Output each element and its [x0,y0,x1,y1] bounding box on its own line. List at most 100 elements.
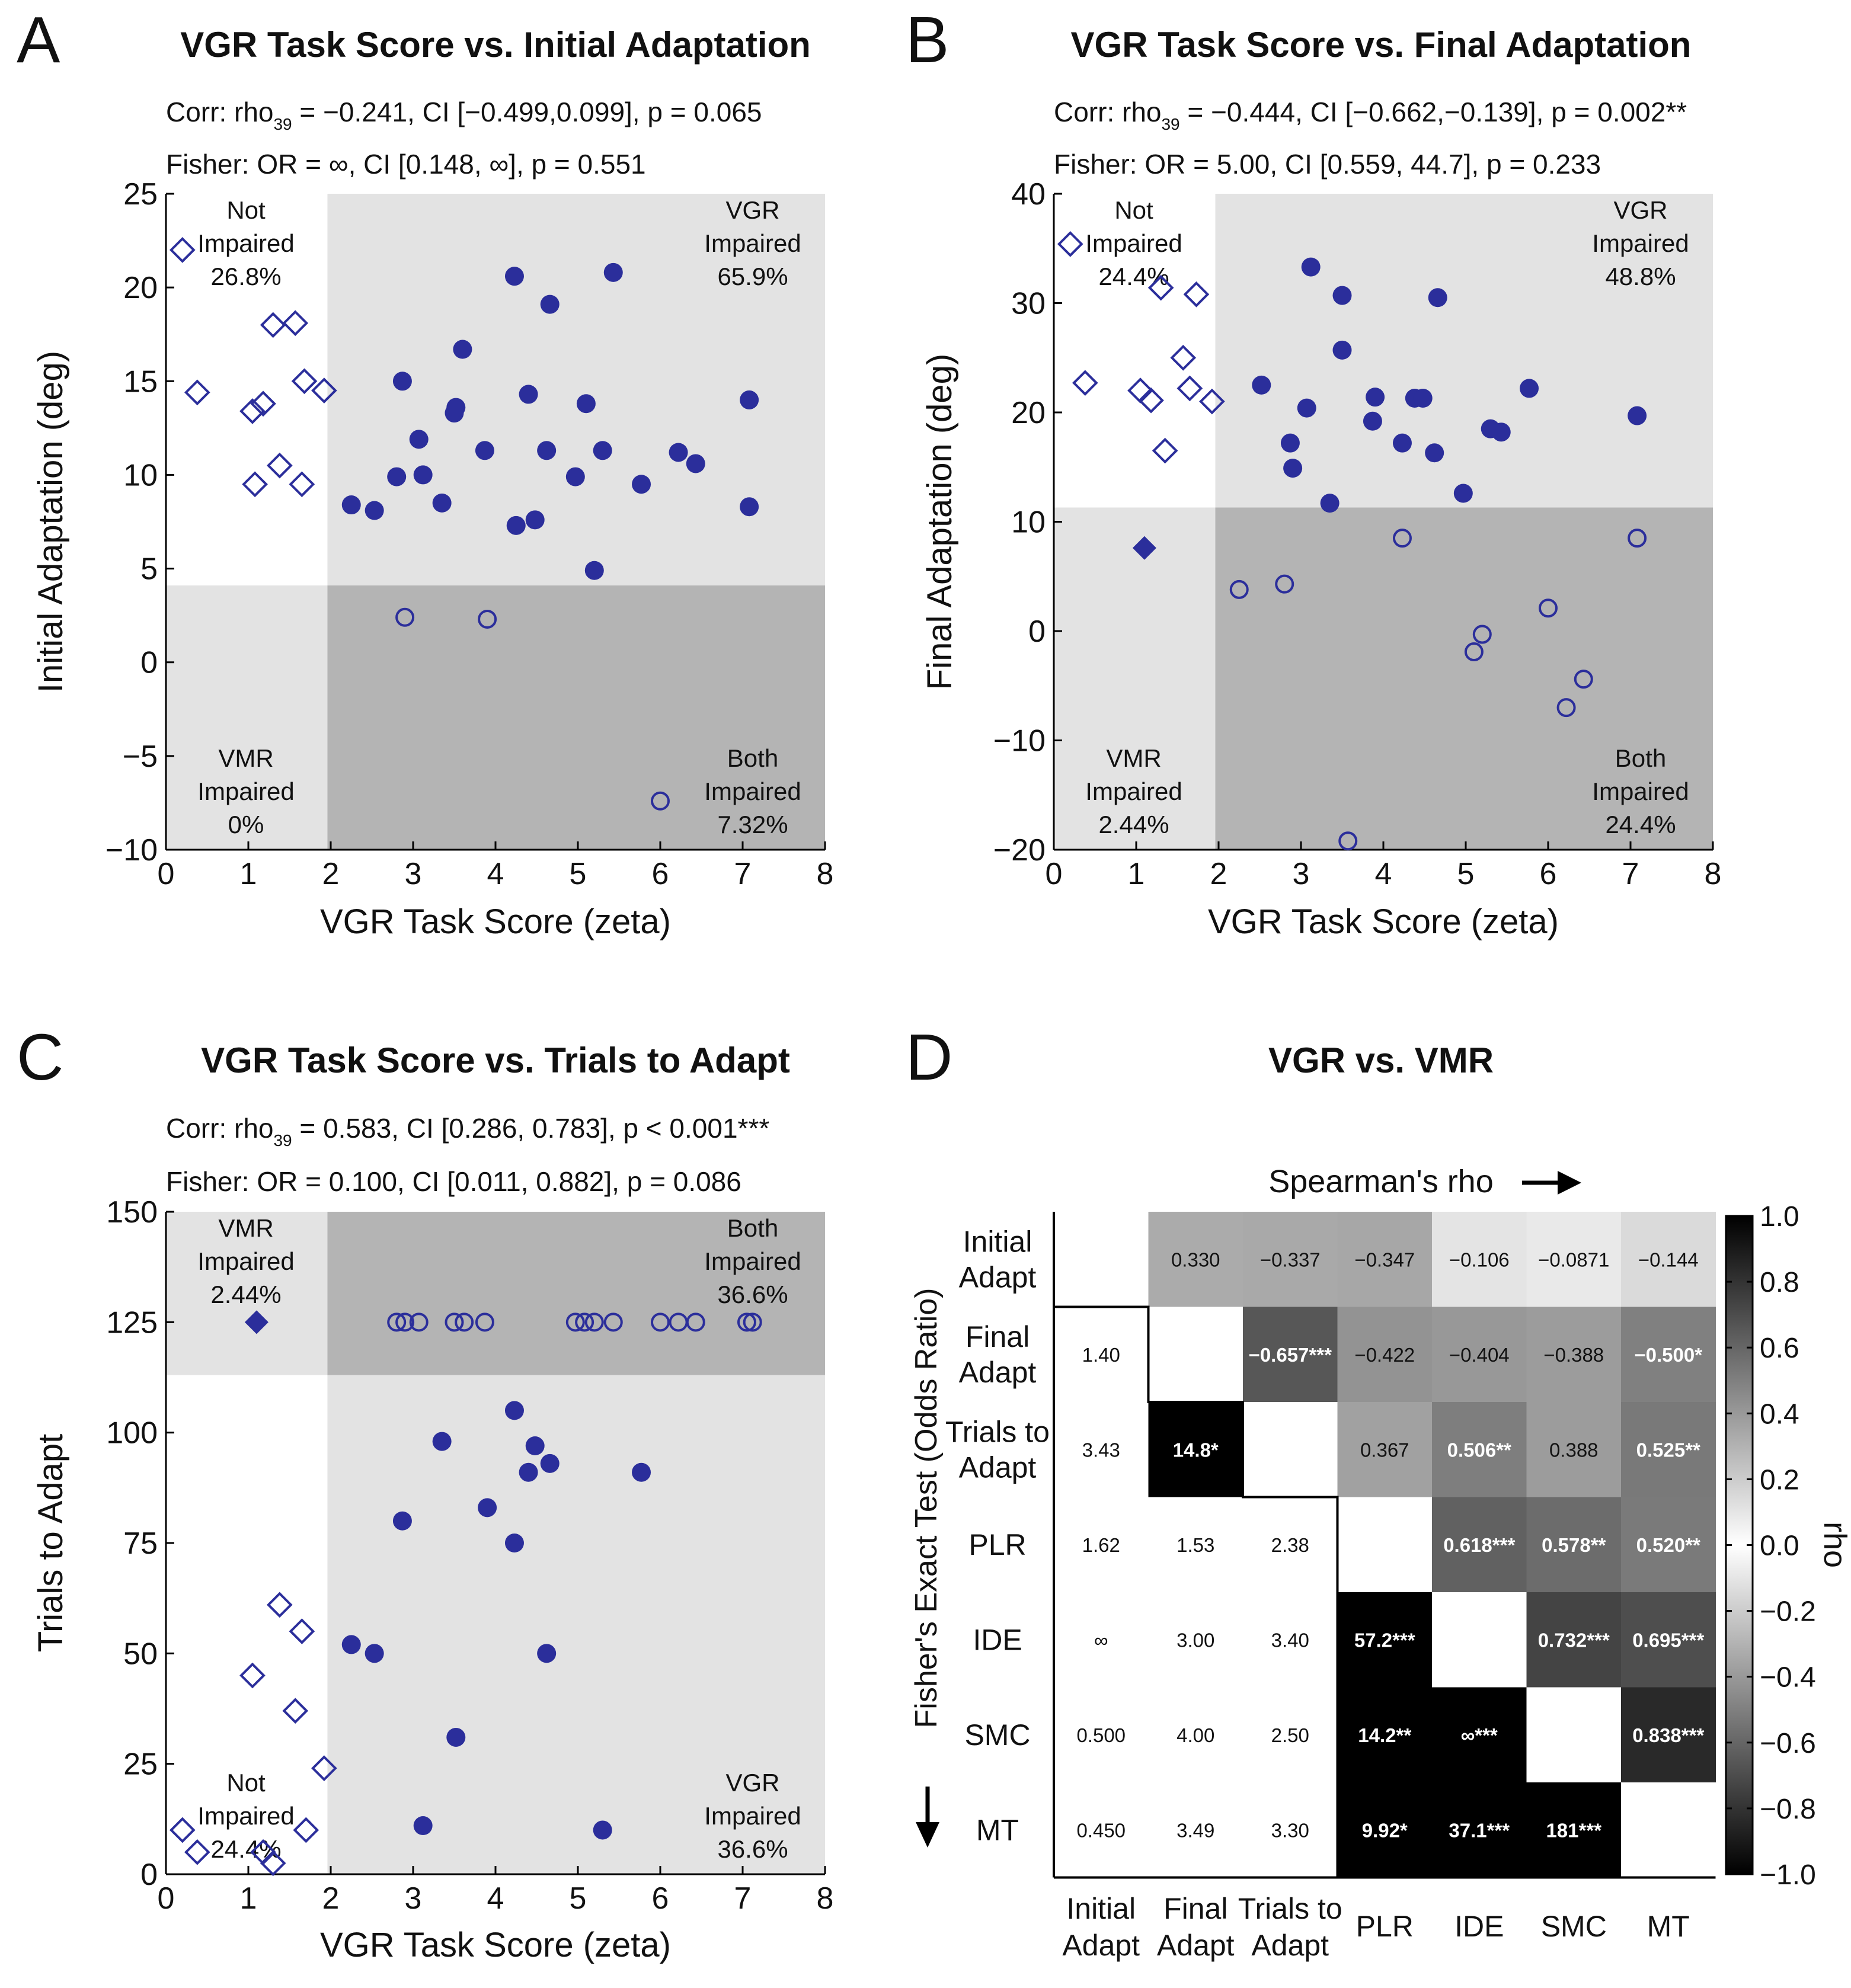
panel-b: B VGR Task Score vs. Final Adaptation Corr… [906,4,1721,941]
region-label-top-left: 24.4% [1098,262,1169,290]
column-label: Initial [1066,1892,1136,1925]
heatmap-cell-value: ∞*** [1461,1724,1498,1746]
data-point-open-diamond [1072,370,1098,396]
data-point-open-diamond [169,237,196,263]
x-tick-label: 4 [1375,857,1392,891]
data-point-open-diamond [1170,344,1197,371]
x-tick-label: 2 [1210,857,1227,891]
data-point-open-diamond [169,1817,196,1843]
heatmap-cell [1148,1307,1243,1403]
right-arrow-head-icon [1558,1171,1581,1195]
x-tick-label: 6 [652,857,669,891]
data-point-open-circle [603,1312,623,1332]
corr-subscript: 39 [1161,115,1179,133]
y-tick-label: 25 [123,1747,158,1782]
heatmap-cell-value: 0.618*** [1443,1534,1515,1556]
heatmap-cell-value: 0.838*** [1632,1724,1704,1746]
region-label-top-left: Not [1114,196,1153,224]
colorbar-tick-label: 0.6 [1760,1333,1799,1364]
data-point-open-diamond [293,1817,319,1843]
corr-stat: Corr: rho39 = −0.444, CI [−0.662,−0.139]… [1054,97,1687,133]
data-point-filled-circle [506,516,526,535]
data-point-open-circle [387,1312,407,1332]
heatmap-cell [1243,1307,1338,1403]
column-label: SMC [1541,1910,1607,1943]
x-tick-label: 8 [817,1881,834,1916]
data-point-open-diamond [266,452,293,479]
colorbar-tick-label: 0.8 [1760,1267,1799,1298]
x-axis-label: VGR Task Score (zeta) [320,902,671,941]
heatmap-cell [1054,1782,1149,1878]
heatmap-cell [1526,1497,1622,1593]
data-point-filled-circle [1280,433,1300,453]
heatmap-cell [1054,1592,1149,1688]
heatmap-cell [1243,1212,1338,1308]
data-point-filled-circle [446,1727,466,1747]
data-point-filled-circle [540,1454,560,1473]
heatmap-cell [1621,1212,1716,1308]
heatmap-cell [1243,1402,1338,1498]
corr-values: = −0.241, CI [−0.499,0.099], p = 0.065 [292,97,762,127]
region-bottom-right [327,585,825,850]
heatmap-cell [1337,1687,1433,1783]
x-tick-label: 3 [405,857,422,891]
data-point-filled-circle [519,1462,538,1482]
x-tick-label: 5 [1457,857,1475,891]
region-label-bottom-left: Impaired [197,1802,294,1830]
data-point-open-diamond [311,377,337,404]
region-label-bottom-right: 36.6% [717,1835,788,1863]
data-point-filled-circle [341,495,361,515]
region-label-bottom-right: Impaired [704,777,801,805]
heatmap-cell-value: 0.525** [1636,1439,1700,1461]
column-label: Trials to [1238,1892,1342,1925]
data-point-open-circle [1275,574,1294,594]
y-tick-label: 75 [123,1526,158,1561]
data-point-filled-circle [537,441,557,460]
x-axis-label: VGR Task Score (zeta) [320,1926,671,1964]
region-label-top-left: Impaired [1085,229,1182,257]
heatmap-cell [1337,1402,1433,1498]
data-point-open-circle [575,1312,594,1332]
data-point-open-diamond [184,379,210,406]
y-tick-label: 0 [140,1858,158,1892]
heatmap-cell [1243,1782,1338,1878]
x-tick-label: 7 [1622,857,1639,891]
y-tick-label: 20 [1011,396,1046,430]
heatmap-cell [1526,1782,1622,1878]
heatmap-cell-value: 9.92* [1362,1819,1408,1841]
panel-title: VGR vs. VMR [1268,1041,1494,1080]
data-point-open-circle [395,607,415,627]
region-top-left [166,1212,328,1375]
x-tick-label: 5 [570,857,587,891]
data-point-filled-circle [593,1820,612,1840]
colorbar-tick-label: 1.0 [1760,1201,1799,1233]
data-point-filled-circle [1491,422,1511,442]
heatmap-cell-value: 3.00 [1177,1629,1214,1651]
heatmap-cell-value: 3.49 [1177,1819,1214,1841]
y-tick-label: 20 [123,271,158,305]
region-bottom-left [1054,507,1216,850]
data-point-filled-circle [740,497,759,517]
heatmap-cell-value: 3.30 [1271,1819,1309,1841]
region-top-right [327,1212,825,1375]
data-point-open-circle [445,1312,464,1332]
panel-letter: B [906,4,949,76]
heatmap-cell [1243,1497,1338,1593]
heatmap-cell [1148,1212,1243,1308]
data-point-open-diamond [1183,281,1210,308]
data-point-open-circle [686,1312,705,1332]
x-tick-label: 2 [322,1881,340,1916]
row-label: Adapt [959,1356,1037,1389]
data-point-filled-circle [432,493,452,513]
region-label-bottom-left: 0% [228,811,264,838]
down-arrow-head-icon [916,1822,939,1848]
data-point-filled-circle [341,1635,361,1654]
panel-letter: D [906,1021,952,1094]
column-label: PLR [1356,1910,1414,1943]
data-point-filled-circle [1252,375,1271,395]
data-point-open-diamond [282,1698,309,1724]
region-label-bottom-left: Not [226,1769,266,1797]
row-label: Initial [963,1225,1032,1258]
colorbar-tick-label: 0.2 [1760,1464,1799,1496]
y-tick-label: −20 [993,833,1046,867]
